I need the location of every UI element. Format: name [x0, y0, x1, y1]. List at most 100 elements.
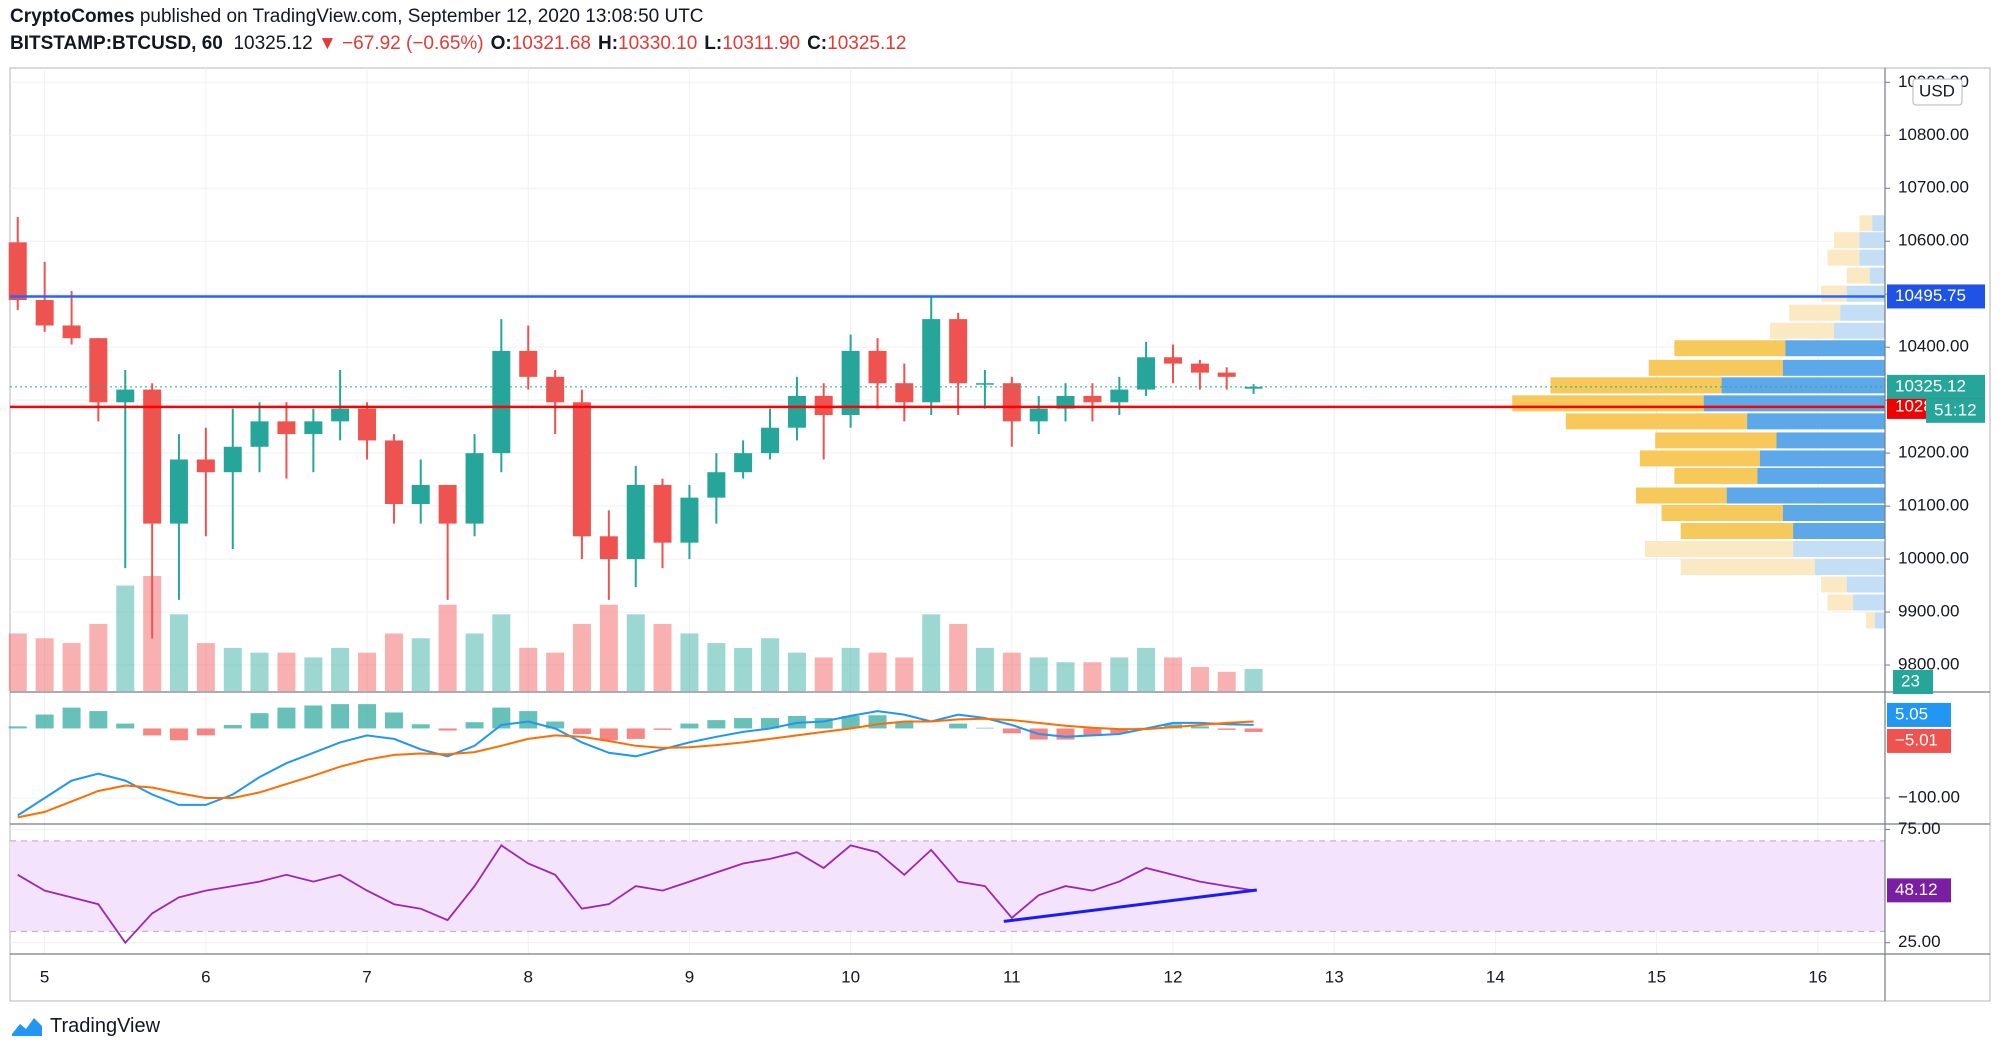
profile-sell [1680, 523, 1794, 540]
countdown-tag: 51:12 [1934, 400, 1977, 419]
y-tick-label: 10700.00 [1898, 178, 1969, 197]
header-line: CryptoComes published on TradingView.com… [10, 6, 704, 28]
volume-bar [277, 652, 296, 691]
macd-histogram [546, 721, 565, 729]
x-tick-label: 15 [1647, 967, 1666, 986]
macd-histogram [895, 721, 914, 729]
volume-bar [250, 652, 269, 691]
volume-bar [975, 647, 994, 691]
candle-body [384, 440, 403, 504]
profile-buy [1840, 304, 1885, 321]
candle-body [358, 408, 377, 441]
y-tick-label: 10200.00 [1898, 443, 1969, 462]
volume-bar [1137, 647, 1156, 691]
candle-body [734, 453, 753, 473]
candle-body [8, 242, 27, 301]
macd-histogram [1217, 728, 1236, 730]
candle-body [331, 408, 350, 422]
volume-bar [169, 614, 188, 691]
candle-body [1190, 363, 1209, 373]
profile-buy [1859, 232, 1885, 249]
macd-histogram [734, 718, 753, 729]
macd-histogram [680, 723, 699, 729]
x-tick-label: 10 [841, 967, 860, 986]
volume-bar [599, 604, 618, 691]
volume-bar [868, 652, 887, 691]
candle-body [62, 325, 81, 339]
candle-body [1164, 357, 1183, 364]
profile-buy [1782, 359, 1885, 376]
ohlc-value: 10325.12 [827, 33, 907, 54]
profile-sell [1821, 576, 1847, 593]
ohlc-key: L: [704, 33, 723, 54]
grid [10, 68, 1885, 954]
candle-body [841, 350, 860, 415]
profile-buy [1846, 285, 1885, 302]
y-tick-label: 10400.00 [1898, 337, 1969, 356]
candle-body [169, 459, 188, 524]
macd-histogram [304, 705, 323, 729]
rsi-tag: 48.12 [1895, 880, 1938, 899]
macd-histogram [116, 723, 135, 729]
macd-histogram [841, 715, 860, 729]
volume-bar [814, 657, 833, 691]
macd-histogram [8, 726, 27, 729]
profile-sell [1789, 304, 1841, 321]
candle-body [680, 497, 699, 543]
macd-histogram [62, 707, 81, 729]
candle-body [89, 338, 108, 403]
candle-body [761, 427, 780, 454]
volume-bar [1029, 657, 1048, 691]
candle-body [1029, 408, 1048, 422]
profile-sell [1827, 249, 1860, 266]
candle-body [116, 389, 135, 403]
profile-sell [1865, 612, 1875, 629]
volume-bar [787, 652, 806, 691]
candle-body [223, 446, 242, 473]
candle-body [546, 376, 565, 403]
profile-sell [1644, 541, 1794, 558]
x-tick-label: 12 [1164, 967, 1183, 986]
profile-sell [1827, 594, 1854, 611]
macd-histogram [465, 722, 484, 729]
volume-bar [572, 623, 591, 691]
macd-histogram [223, 724, 242, 729]
candle-body [895, 383, 914, 403]
volume-bar [116, 585, 135, 691]
candle-body [250, 421, 269, 447]
volume-bar [62, 643, 81, 691]
symbol: BITSTAMP:BTCUSD, 60 [10, 33, 223, 54]
volume-bar [223, 647, 242, 691]
profile-buy [1747, 413, 1885, 430]
macd-histogram [89, 711, 108, 729]
volume-bar [707, 643, 726, 691]
profile-buy [1846, 576, 1885, 593]
published: published on TradingView.com, September … [139, 6, 704, 27]
candle-body [196, 459, 215, 473]
volume-bar [734, 647, 753, 691]
y-tick-label: 75.00 [1898, 819, 1941, 838]
profile-buy [1853, 594, 1885, 611]
volume [8, 575, 1263, 691]
volume-bar [1056, 662, 1075, 691]
y-tick-label: 10000.00 [1898, 549, 1969, 568]
candle-body [1056, 395, 1075, 409]
macd-histogram [1002, 728, 1021, 734]
author: CryptoComes [10, 6, 135, 27]
profile-sell [1770, 322, 1834, 339]
profile-buy [1703, 395, 1885, 412]
histogram-tag-bg [1887, 728, 1951, 753]
volume-bar [1110, 657, 1129, 691]
candle-body [411, 484, 430, 504]
y-tick-label: 9800.00 [1898, 655, 1959, 674]
macd-histogram [975, 727, 994, 729]
profile-buy [1872, 215, 1885, 232]
profile-buy [1833, 322, 1885, 339]
volume-bar [358, 652, 377, 691]
profile-sell [1846, 267, 1870, 284]
macd-histogram [653, 728, 672, 730]
candle-body [1244, 386, 1263, 389]
candle-body [519, 350, 538, 377]
candle-body [465, 453, 484, 524]
